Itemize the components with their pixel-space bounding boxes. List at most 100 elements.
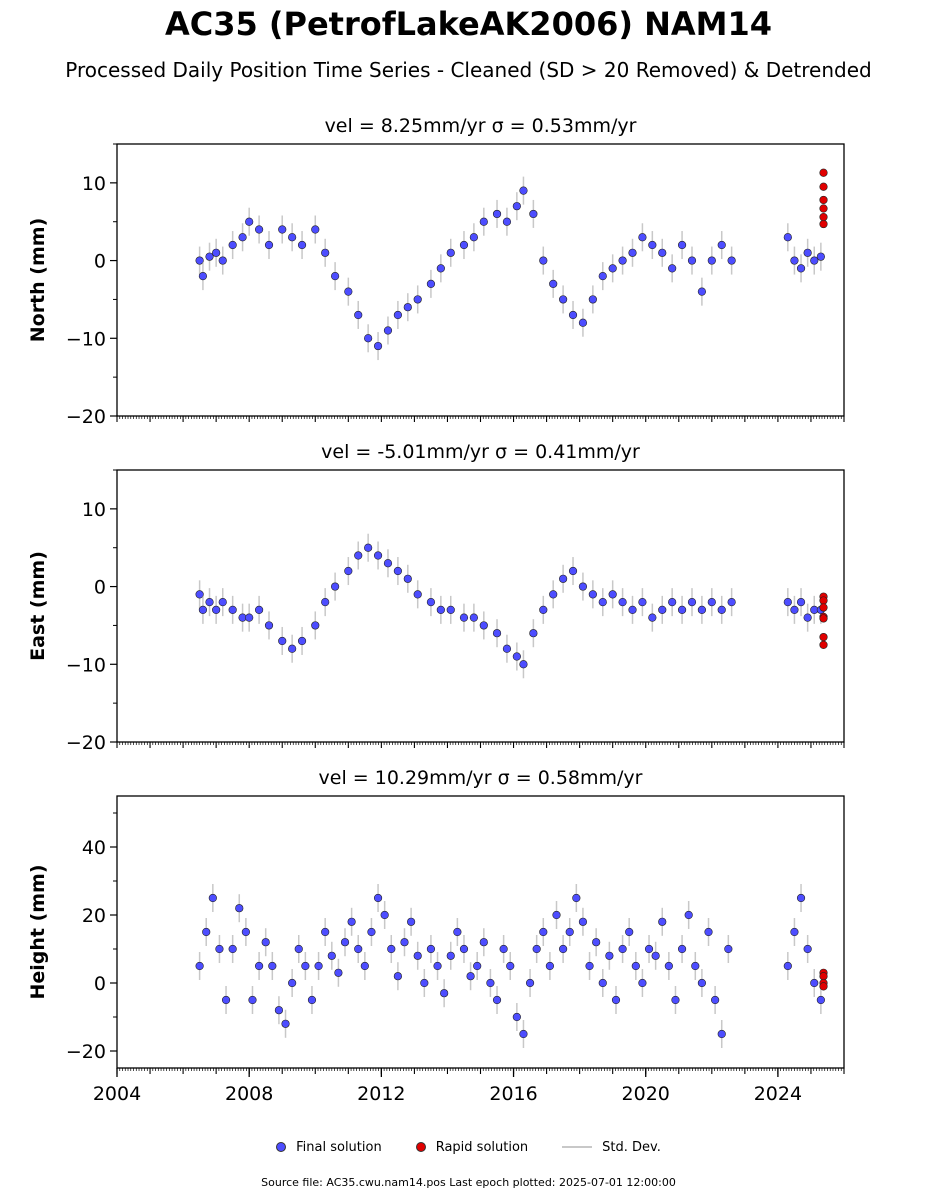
final-solution-point: [407, 917, 416, 926]
final-solution-point: [331, 582, 340, 591]
final-solution-point: [499, 944, 508, 954]
final-solution-point: [697, 605, 707, 614]
x-tick-label: 2008: [225, 1083, 273, 1105]
final-solution-point: [638, 233, 647, 242]
final-solution-point: [235, 904, 244, 913]
legend-label-rapid: Rapid solution: [435, 1139, 529, 1155]
final-solution-point: [578, 582, 588, 591]
final-solution-point: [790, 256, 799, 265]
final-solution-point: [803, 944, 812, 954]
final-solution-point: [281, 1019, 290, 1028]
final-solution-point: [512, 202, 521, 211]
final-solution-point: [552, 910, 561, 920]
final-solution-point: [648, 240, 657, 250]
y-axis-label: East (mm): [27, 551, 49, 661]
final-solution-point: [559, 944, 568, 954]
x-tick-label: 2020: [622, 1083, 670, 1105]
final-solution-point: [803, 613, 812, 622]
final-solution-point: [212, 605, 221, 614]
final-solution-point: [218, 598, 227, 607]
final-solution-point: [598, 978, 607, 988]
y-tick-label: 20: [82, 905, 106, 927]
y-tick-label: 0: [94, 251, 106, 273]
final-solution-point: [288, 644, 297, 653]
final-solution-point: [796, 264, 806, 273]
final-solution-point: [549, 590, 558, 599]
final-solution-point: [426, 944, 436, 954]
final-solution-point: [559, 295, 568, 304]
final-solution-point: [393, 972, 402, 981]
legend-label-final: Final solution: [296, 1139, 382, 1155]
final-solution-point: [677, 944, 687, 954]
final-solution-point: [466, 972, 475, 981]
final-solution-point: [254, 961, 264, 971]
final-solution-point: [459, 613, 469, 622]
final-solution-point: [373, 341, 383, 351]
final-solution-point: [459, 944, 469, 954]
final-solution-point: [274, 1006, 284, 1015]
rapid-solution-marker-icon: [415, 1142, 426, 1152]
final-solution-point: [195, 256, 204, 265]
final-solution-point: [565, 927, 574, 937]
final-solution-point: [228, 605, 237, 614]
y-tick-label: 0: [94, 577, 106, 599]
final-solution-point: [502, 217, 512, 226]
final-solution-point: [321, 248, 330, 257]
final-solution-point: [492, 995, 502, 1005]
final-solution-point: [446, 248, 455, 257]
final-solution-point: [512, 1012, 521, 1022]
final-solution-point: [608, 264, 617, 273]
final-solution-point: [413, 590, 422, 599]
rapid-solution-point: [819, 212, 828, 222]
final-solution-point: [383, 559, 393, 568]
final-solution-point: [393, 310, 402, 320]
final-solution-point: [198, 272, 208, 281]
final-solution-point: [810, 978, 819, 988]
final-solution-point: [525, 978, 535, 988]
figure-title: AC35 (PetrofLakeAK2006) NAM14: [164, 5, 773, 43]
final-solution-point: [704, 927, 713, 937]
final-solution-point: [628, 248, 637, 257]
final-solution-point: [711, 995, 720, 1005]
final-solution-point: [327, 951, 336, 960]
final-solution-point: [440, 989, 449, 998]
final-solution-point: [492, 629, 502, 638]
final-solution-point: [658, 605, 667, 614]
final-solution-point: [677, 240, 687, 250]
final-solution-point: [413, 295, 422, 304]
y-tick-label: −20: [66, 406, 106, 428]
final-solution-point: [446, 605, 455, 614]
final-solution-point: [512, 652, 521, 661]
final-solution-point: [684, 910, 693, 920]
y-tick-label: 10: [82, 499, 106, 521]
final-solution-point: [360, 961, 369, 971]
final-solution-point: [625, 927, 634, 937]
final-solution-point: [618, 256, 627, 265]
final-solution-point: [644, 944, 654, 954]
final-solution-point: [618, 598, 627, 607]
final-solution-point: [311, 225, 320, 234]
final-solution-point: [245, 217, 254, 226]
final-solution-point: [598, 598, 607, 607]
final-solution-point: [446, 951, 455, 960]
final-solution-point: [254, 605, 264, 614]
final-solution-point: [529, 629, 538, 638]
final-solution-point: [373, 551, 383, 560]
y-tick-label: −10: [66, 654, 106, 676]
legend-item-stddev: Std. Dev.: [562, 1140, 661, 1155]
final-solution-point: [205, 252, 214, 261]
final-solution-point: [436, 605, 445, 614]
final-solution-point: [783, 598, 792, 607]
final-solution-point: [426, 279, 436, 288]
rapid-solution-point: [819, 596, 828, 605]
final-solution-point: [605, 951, 614, 960]
final-solution-point: [340, 938, 350, 947]
final-solution-point: [588, 295, 597, 304]
final-solution-point: [539, 927, 548, 937]
final-solution-point: [393, 566, 402, 576]
final-solution-point: [628, 605, 637, 614]
legend: Final solution Rapid solution Std. Dev.: [0, 1136, 937, 1158]
final-solution-point: [436, 264, 445, 273]
